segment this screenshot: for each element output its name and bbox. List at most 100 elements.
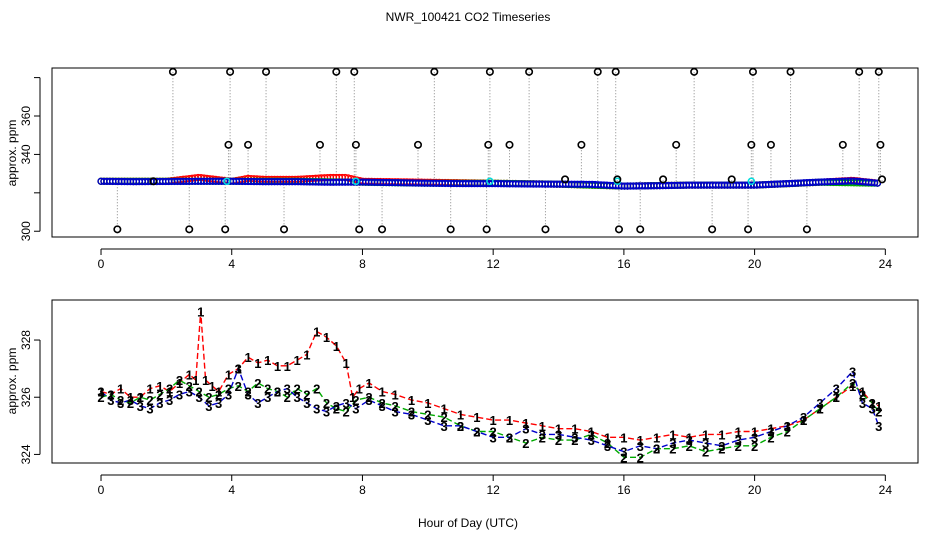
series-3-point-label: 3 xyxy=(225,387,232,402)
series-2-point-label: 2 xyxy=(441,410,448,425)
series-2-point-label: 2 xyxy=(146,393,153,408)
outlier-point xyxy=(876,140,885,149)
series-2-point-label: 2 xyxy=(235,379,242,394)
bottom-plot-frame xyxy=(51,299,919,464)
series-3-point-label: 3 xyxy=(215,396,222,411)
series-1-point-label: 1 xyxy=(244,350,251,365)
series-2-point-label: 2 xyxy=(751,439,758,454)
series-1-point-label: 1 xyxy=(588,425,595,440)
series-3-point-label: 3 xyxy=(875,419,882,434)
series-3-point-label: 3 xyxy=(816,396,823,411)
outlier-point xyxy=(727,175,736,184)
top-x-tick-label: 20 xyxy=(748,257,762,271)
series-3-point-label: 3 xyxy=(669,436,676,451)
series-1-point-label: 1 xyxy=(869,396,876,411)
series-3-point-label: 3 xyxy=(264,390,271,405)
series-2-point-label: 2 xyxy=(215,387,222,402)
series-2-point-label: 2 xyxy=(767,430,774,445)
outlier-point xyxy=(541,225,550,234)
series-3-point-label: 3 xyxy=(490,430,497,445)
bottom-y-axis-label: approx. ppm xyxy=(5,348,19,415)
outlier-point xyxy=(226,67,235,76)
series-2-point-label: 2 xyxy=(166,382,173,397)
series-2-point-label: 2 xyxy=(686,439,693,454)
baseline-highlight-point xyxy=(486,177,494,186)
series-1-point-label: 1 xyxy=(767,422,774,437)
series-1-point-label: 1 xyxy=(637,433,644,448)
series-1-point-label: 1 xyxy=(392,387,399,402)
outlier-point xyxy=(747,140,756,149)
series-1-point-label: 1 xyxy=(176,376,183,391)
top-x-tick-label: 12 xyxy=(486,257,500,271)
series-2-point-label: 2 xyxy=(342,405,349,420)
top-panel-axes: 0 4 8 12 16 20 24 300 340 360 xyxy=(19,77,892,271)
series-3-point-label: 3 xyxy=(333,399,340,414)
series-2-point-label: 2 xyxy=(186,379,193,394)
series-1-point-label: 1 xyxy=(215,385,222,400)
series-2-point-label: 2 xyxy=(849,376,856,391)
outlier-point xyxy=(525,67,534,76)
bottom-y-tick-label: 324 xyxy=(19,444,33,464)
series-1-point-label: 1 xyxy=(209,379,216,394)
series-2-point-label: 2 xyxy=(555,433,562,448)
series-3-point-label: 3 xyxy=(457,419,464,434)
series-2-point-label: 2 xyxy=(176,373,183,388)
series-3-point-label: 3 xyxy=(156,396,163,411)
series-2-point-label: 2 xyxy=(718,442,725,457)
baseline-point-series-3 xyxy=(873,179,882,187)
outlier-point xyxy=(593,67,602,76)
series-3-point-label: 3 xyxy=(604,439,611,454)
series-2-point-label: 2 xyxy=(875,405,882,420)
outlier-point xyxy=(414,140,423,149)
outlier-point xyxy=(221,225,230,234)
series-1-point-label: 1 xyxy=(303,347,310,362)
series-2-point-label: 2 xyxy=(127,396,134,411)
top-x-tick-label: 0 xyxy=(98,257,105,271)
top-y-tick-label: 360 xyxy=(19,106,33,126)
series-3-point-label: 3 xyxy=(588,433,595,448)
top-x-tick-label: 8 xyxy=(359,257,366,271)
series-2-line xyxy=(100,379,880,458)
series-1-point-label: 1 xyxy=(97,385,104,400)
series-1-point-label: 1 xyxy=(254,356,261,371)
outlier-point xyxy=(149,177,158,186)
series-2-point-label: 2 xyxy=(620,450,627,465)
series-2-point-label: 2 xyxy=(833,390,840,405)
series-2-point-label: 2 xyxy=(205,390,212,405)
outlier-point xyxy=(446,225,455,234)
series-3-point-label: 3 xyxy=(718,439,725,454)
outlier-point xyxy=(484,140,493,149)
series-1-point-label: 1 xyxy=(490,413,497,428)
outlier-point xyxy=(874,67,883,76)
series-2-point-label: 2 xyxy=(137,390,144,405)
outlier-point xyxy=(351,140,360,149)
outlier-point xyxy=(430,67,439,76)
series-2-point-label: 2 xyxy=(869,396,876,411)
bottom-x-tick-label: 0 xyxy=(98,483,105,497)
series-2-point-label: 2 xyxy=(859,387,866,402)
series-3-point-label: 3 xyxy=(408,407,415,422)
series-1-point-label: 1 xyxy=(555,422,562,437)
series-1-point-label: 1 xyxy=(225,367,232,382)
series-3-point-label: 3 xyxy=(686,433,693,448)
bottom-y-tick-label: 328 xyxy=(19,330,33,350)
series-1-point-label: 1 xyxy=(473,410,480,425)
outlier-point xyxy=(659,175,668,184)
series-3-point-label: 3 xyxy=(637,439,644,454)
series-1-point-label: 1 xyxy=(669,427,676,442)
series-1-point-label: 1 xyxy=(718,427,725,442)
top-panel-marks xyxy=(97,67,887,234)
top-y-axis-label: approx. ppm xyxy=(5,120,19,187)
outlier-point xyxy=(878,175,887,184)
top-y-tick-label: 340 xyxy=(19,144,33,164)
series-3-point-label: 3 xyxy=(539,427,546,442)
series-1-point-label: 1 xyxy=(197,304,204,319)
series-1-point-label: 1 xyxy=(833,390,840,405)
series-1-point-label: 1 xyxy=(274,359,281,374)
series-3-point-label: 3 xyxy=(303,396,310,411)
series-2-point-label: 2 xyxy=(293,382,300,397)
series-2-point-label: 2 xyxy=(195,385,202,400)
series-3-point-label: 3 xyxy=(313,402,320,417)
series-1-point-label: 1 xyxy=(816,402,823,417)
outlier-point xyxy=(636,225,645,234)
